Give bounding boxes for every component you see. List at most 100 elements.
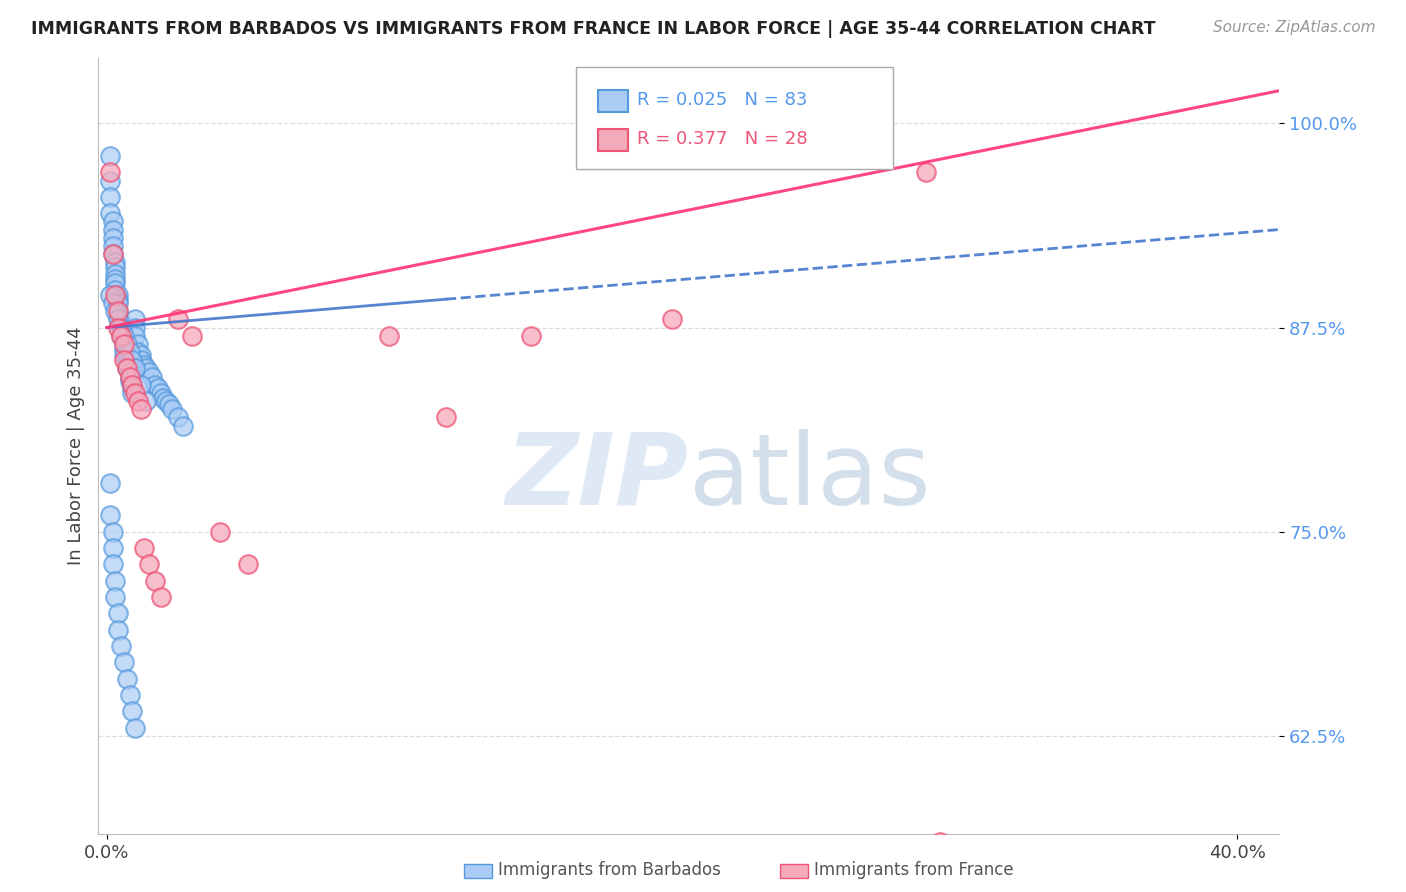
Point	[107, 296, 129, 310]
Point	[104, 590, 127, 604]
Point	[115, 672, 138, 686]
Point	[124, 721, 146, 735]
Point	[143, 574, 166, 588]
Point	[129, 402, 152, 417]
Text: Immigrants from France: Immigrants from France	[814, 861, 1014, 879]
Point	[110, 639, 132, 653]
Point	[107, 288, 129, 302]
Text: IMMIGRANTS FROM BARBADOS VS IMMIGRANTS FROM FRANCE IN LABOR FORCE | AGE 35-44 CO: IMMIGRANTS FROM BARBADOS VS IMMIGRANTS F…	[31, 20, 1156, 37]
Point	[118, 375, 141, 389]
Point	[110, 328, 132, 343]
Point	[124, 328, 146, 343]
Point	[180, 328, 202, 343]
Point	[107, 312, 129, 326]
Point	[124, 385, 146, 400]
Point	[115, 337, 138, 351]
Point	[112, 348, 135, 362]
Point	[104, 574, 127, 588]
Point	[138, 365, 160, 379]
Point	[118, 369, 141, 384]
Point	[98, 149, 121, 163]
Point	[129, 377, 152, 392]
Point	[104, 277, 127, 291]
Point	[121, 353, 143, 368]
Point	[110, 326, 132, 340]
Point	[98, 206, 121, 220]
Point	[101, 247, 124, 261]
Point	[166, 410, 188, 425]
Point	[149, 590, 172, 604]
Point	[104, 304, 127, 318]
Point	[129, 353, 152, 368]
Point	[127, 337, 149, 351]
Point	[107, 320, 129, 334]
Point	[124, 361, 146, 376]
Point	[149, 385, 172, 400]
Point	[107, 293, 129, 307]
Point	[127, 345, 149, 359]
Point	[135, 361, 157, 376]
Point	[107, 607, 129, 621]
Point	[98, 288, 121, 302]
Point	[132, 541, 155, 555]
Point	[141, 369, 163, 384]
Point	[110, 320, 132, 334]
Point	[115, 361, 138, 376]
Point	[98, 475, 121, 490]
Point	[101, 214, 124, 228]
Point	[101, 524, 124, 539]
Point	[138, 558, 160, 572]
Point	[110, 328, 132, 343]
Point	[124, 312, 146, 326]
Point	[101, 239, 124, 253]
Point	[110, 316, 132, 330]
Point	[378, 328, 401, 343]
Point	[121, 377, 143, 392]
Point	[110, 320, 132, 334]
Text: Immigrants from Barbados: Immigrants from Barbados	[498, 861, 721, 879]
Point	[115, 361, 138, 376]
Point	[124, 320, 146, 334]
Point	[107, 304, 129, 318]
Point	[112, 353, 135, 368]
Point	[115, 353, 138, 368]
Point	[135, 394, 157, 409]
Point	[101, 247, 124, 261]
Point	[238, 558, 260, 572]
Point	[166, 312, 188, 326]
Point	[519, 328, 541, 343]
Point	[121, 705, 143, 719]
Point	[104, 260, 127, 274]
Point	[155, 394, 177, 409]
Point	[434, 410, 457, 425]
Point	[132, 358, 155, 372]
Point	[107, 304, 129, 318]
Point	[104, 267, 127, 281]
Text: Source: ZipAtlas.com: Source: ZipAtlas.com	[1212, 20, 1375, 35]
Point	[146, 381, 169, 395]
Point	[157, 397, 180, 411]
Point	[107, 623, 129, 637]
Point	[112, 328, 135, 343]
Point	[104, 283, 127, 297]
Point	[98, 173, 121, 187]
Point	[112, 656, 135, 670]
Point	[98, 165, 121, 179]
Point	[104, 288, 127, 302]
Point	[101, 541, 124, 555]
Point	[101, 558, 124, 572]
Text: R = 0.377   N = 28: R = 0.377 N = 28	[637, 130, 807, 148]
Point	[172, 418, 194, 433]
Text: R = 0.025   N = 83: R = 0.025 N = 83	[637, 91, 807, 109]
Point	[160, 402, 183, 417]
Point	[112, 337, 135, 351]
Point	[118, 365, 141, 379]
Point	[118, 688, 141, 702]
Point	[112, 342, 135, 356]
Point	[127, 394, 149, 409]
Point	[929, 835, 952, 849]
Point	[129, 348, 152, 362]
Point	[112, 332, 135, 346]
Point	[104, 255, 127, 269]
Point	[101, 222, 124, 236]
